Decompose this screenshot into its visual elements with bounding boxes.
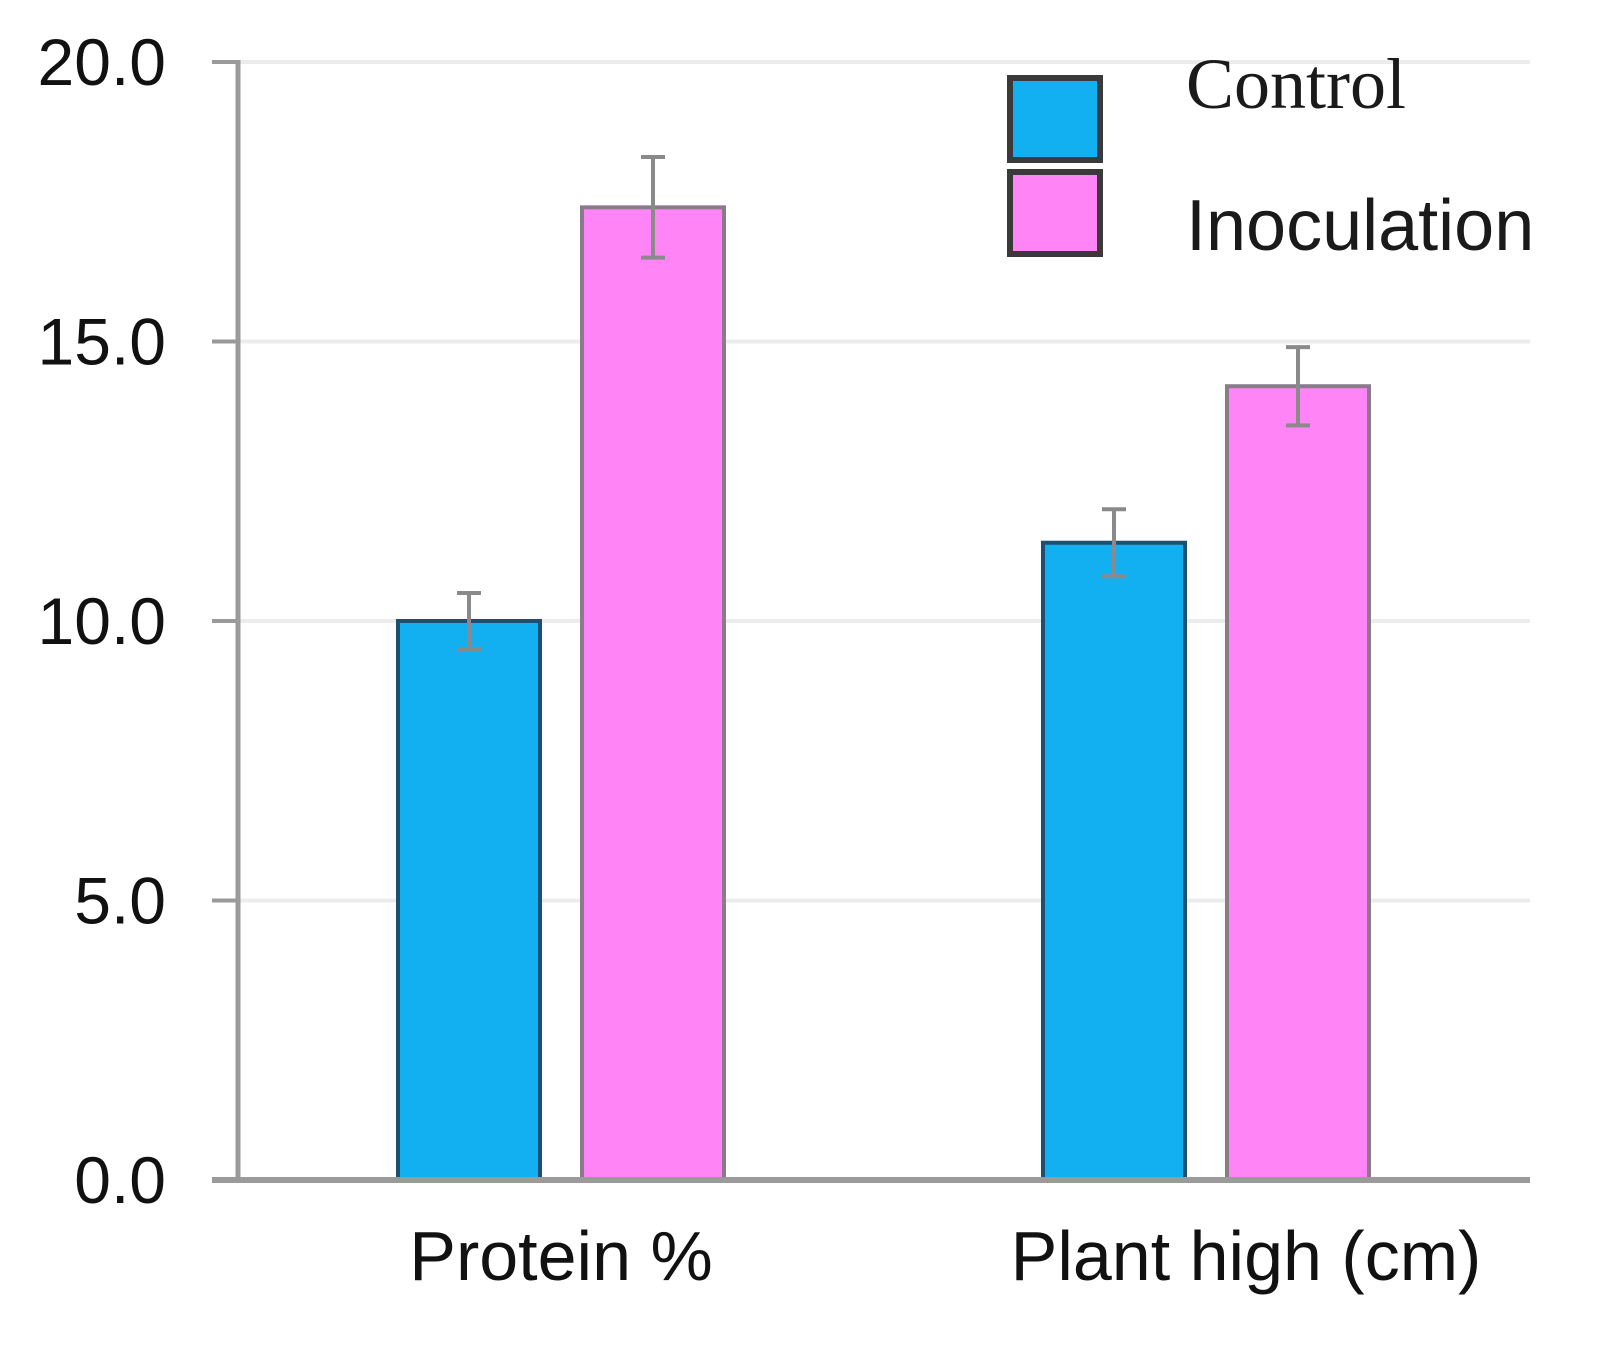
error-bar-inoculation-1 (1286, 345, 1310, 428)
x-category-label-0: Protein % (409, 1217, 712, 1295)
error-bar-inoculation-0 (641, 155, 665, 260)
legend-swatch-inoculation (1007, 169, 1103, 257)
y-tick-label-4: 20.0 (38, 25, 166, 99)
legend-label-inoculation: Inoculation (1186, 186, 1534, 266)
x-category-label-1: Plant high (cm) (1011, 1217, 1482, 1295)
bar-inoculation-0 (580, 205, 726, 1182)
error-bar-control-0 (457, 591, 481, 651)
legend: Control Inoculation (1007, 44, 1534, 266)
bars (396, 205, 1371, 1183)
legend-swatch-control (1007, 75, 1103, 163)
y-tick-label-0: 0.0 (74, 1143, 166, 1217)
bar-control-0 (396, 619, 542, 1182)
bar-control-1 (1041, 540, 1187, 1182)
tick-labels: 0.0 5.0 10.0 15.0 20.0 Protein % Plant high (c… (38, 25, 1482, 1295)
y-tick-label-1: 5.0 (74, 864, 166, 938)
error-bars (457, 155, 1310, 651)
error-bar-control-1 (1102, 507, 1126, 579)
axes (212, 60, 1530, 1183)
y-tick-label-2: 10.0 (38, 584, 166, 658)
legend-label-control: Control (1186, 44, 1406, 124)
bar-inoculation-1 (1225, 384, 1371, 1183)
y-tick-label-3: 15.0 (38, 305, 166, 379)
